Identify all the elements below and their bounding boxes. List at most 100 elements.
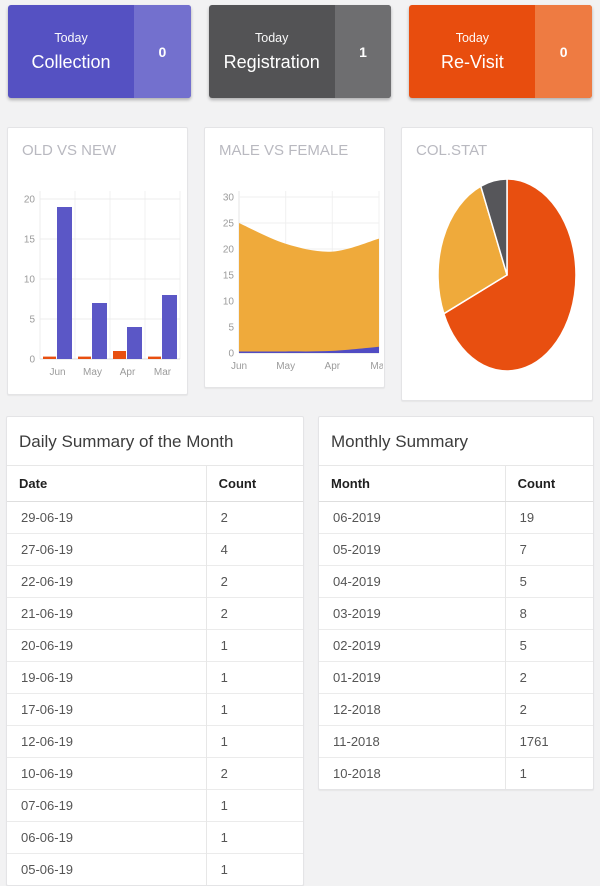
- stat-card-registration: Today Registration 1: [208, 5, 392, 98]
- table-row: 21-06-19 2: [7, 597, 303, 630]
- daily-summary-title: Daily Summary of the Month: [7, 417, 303, 466]
- table-row: 07-06-19 1: [7, 789, 303, 822]
- table-row: 06-2019 19: [319, 501, 593, 534]
- table-row: 06-06-19 1: [7, 821, 303, 854]
- stat-card-collection-main: Today Collection: [8, 5, 134, 98]
- axis-tick-label: 25: [223, 219, 235, 230]
- table-cell: 2: [504, 661, 593, 694]
- table-cell: 07-06-19: [7, 789, 207, 822]
- bar-new: [162, 295, 177, 359]
- table-cell: 5: [504, 565, 593, 598]
- axis-tick-label: 20: [24, 195, 36, 206]
- chart-card-col-stat: COL.STAT: [401, 127, 593, 401]
- male-vs-female-area-chart: 0 5 10 15 20 25 30 Jun May Apr Mar: [223, 191, 383, 372]
- table-cell: 1: [205, 725, 303, 758]
- table-cell: 17-06-19: [7, 693, 207, 726]
- table-row: 19-06-19 1: [7, 661, 303, 694]
- table-header-row: Month Count: [319, 466, 593, 502]
- daily-summary-table: Date Count 29-06-19 2 27-06-19 4 22-06-19 2 21-0…: [7, 466, 303, 885]
- axis-tick-label: 5: [228, 323, 234, 334]
- table-cell: 1: [205, 821, 303, 854]
- table-cell: 10-2018: [319, 757, 506, 789]
- bar-old: [113, 351, 126, 359]
- table-cell: 5: [504, 629, 593, 662]
- column-header: Date: [7, 466, 207, 502]
- table-row: 20-06-19 1: [7, 629, 303, 662]
- table-cell: 05-2019: [319, 533, 506, 566]
- table-cell: 1: [205, 693, 303, 726]
- bar-new: [57, 207, 72, 359]
- table-row: 04-2019 5: [319, 565, 593, 598]
- charts-row: OLD VS NEW 0 5 10 15 20 Jun May Apr Mar MALE VS …: [0, 127, 600, 401]
- table-cell: 22-06-19: [7, 565, 207, 598]
- table-cell: 11-2018: [319, 725, 506, 758]
- table-row: 05-06-19 1: [7, 853, 303, 885]
- table-cell: 2: [205, 565, 303, 598]
- table-cell: 1761: [504, 725, 593, 758]
- table-cell: 2: [504, 693, 593, 726]
- column-header: Count: [504, 466, 593, 502]
- stat-label: Re-Visit: [441, 51, 504, 72]
- chart-card-male-vs-female: MALE VS FEMALE 0 5 10 15 20 25 30 Jun May Apr Mar: [204, 127, 385, 388]
- axis-tick-label: Apr: [325, 361, 341, 372]
- table-cell: 19: [504, 501, 593, 534]
- axis-tick-label: 20: [223, 245, 235, 256]
- chart-card-old-vs-new: OLD VS NEW 0 5 10 15 20 Jun May Apr Mar: [7, 127, 188, 395]
- table-cell: 2: [205, 501, 303, 534]
- table-cell: 2: [205, 757, 303, 790]
- table-cell: 1: [205, 853, 303, 885]
- axis-tick-label: Mar: [154, 367, 172, 378]
- axis-tick-label: 0: [228, 349, 234, 360]
- axis-tick-label: May: [276, 361, 295, 372]
- table-cell: 1: [205, 629, 303, 662]
- col-stat-pie-chart: [437, 178, 577, 372]
- bar-old: [43, 356, 56, 359]
- table-row: 27-06-19 4: [7, 533, 303, 566]
- stat-value: 0: [535, 5, 593, 98]
- axis-tick-label: 15: [24, 235, 36, 246]
- chart-title: MALE VS FEMALE: [219, 142, 349, 159]
- table-cell: 10-06-19: [7, 757, 207, 790]
- stat-value: 1: [334, 5, 392, 98]
- table-cell: 1: [205, 789, 303, 822]
- table-cell: 19-06-19: [7, 661, 207, 694]
- table-row: 12-06-19 1: [7, 725, 303, 758]
- table-cell: 12-06-19: [7, 725, 207, 758]
- table-row: 17-06-19 1: [7, 693, 303, 726]
- table-cell: 12-2018: [319, 693, 506, 726]
- table-row: 03-2019 8: [319, 597, 593, 630]
- table-cell: 20-06-19: [7, 629, 207, 662]
- stat-cards-row: Today Collection 0 Today Registration 1 …: [0, 0, 600, 98]
- column-header: Count: [205, 466, 303, 502]
- area-male: [239, 346, 379, 353]
- stat-label: Collection: [31, 51, 111, 72]
- old-vs-new-bar-chart: 0 5 10 15 20 Jun May Apr Mar: [24, 191, 181, 378]
- stat-period: Today: [54, 30, 88, 45]
- axis-tick-label: 0: [29, 355, 35, 366]
- table-cell: 06-06-19: [7, 821, 207, 854]
- table-cell: 04-2019: [319, 565, 506, 598]
- table-cell: 1: [504, 757, 593, 789]
- axis-tick-label: Jun: [49, 367, 65, 378]
- table-cell: 02-2019: [319, 629, 506, 662]
- monthly-summary-card: Monthly Summary Month Count 06-2019 19 05-20…: [318, 416, 594, 790]
- stat-label: Registration: [223, 51, 320, 72]
- axis-tick-label: 5: [29, 315, 35, 326]
- table-cell: 2: [205, 597, 303, 630]
- axis-tick-label: Jun: [231, 361, 247, 372]
- chart-title: COL.STAT: [416, 142, 488, 159]
- stat-card-collection: Today Collection 0: [8, 5, 191, 98]
- monthly-summary-table: Month Count 06-2019 19 05-2019 7 04-2019 5 03-20…: [319, 466, 593, 789]
- bar-new: [92, 303, 107, 359]
- table-row: 11-2018 1761: [319, 725, 593, 758]
- table-cell: 05-06-19: [7, 853, 207, 885]
- axis-tick-label: 30: [223, 193, 235, 204]
- monthly-summary-title: Monthly Summary: [319, 417, 593, 466]
- axis-tick-label: 15: [223, 271, 235, 282]
- axis-tick-label: Mar: [370, 361, 383, 372]
- pie-orange-slice: [443, 178, 577, 372]
- table-row: 29-06-19 2: [7, 501, 303, 534]
- stat-period: Today: [455, 30, 490, 45]
- bar-old: [78, 356, 91, 359]
